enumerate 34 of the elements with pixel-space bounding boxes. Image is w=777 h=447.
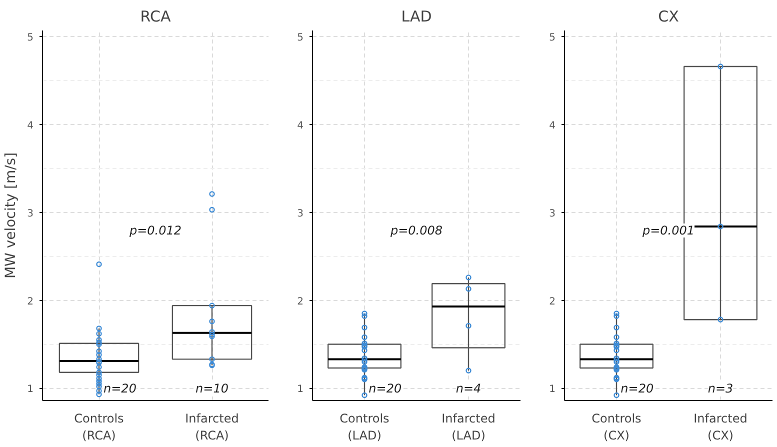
y-tick-label: 3 [549, 208, 556, 220]
annotation: n=20 [368, 382, 402, 396]
chart-title: RCA [140, 8, 172, 26]
annotation: n=20 [104, 382, 137, 396]
y-tick-label: 1 [27, 384, 34, 396]
y-tick-label: 2 [27, 296, 34, 308]
chart-title: LAD [401, 8, 432, 26]
y-tick-label: 5 [27, 32, 34, 44]
annotation: n=3 [708, 382, 734, 396]
annotation: n=4 [456, 382, 482, 396]
y-tick-label: 1 [297, 384, 304, 396]
y-tick-label: 3 [27, 208, 34, 220]
y-axis-title: MW velocity [m/s] [3, 152, 20, 279]
chart-title: CX [658, 8, 679, 26]
x-tick-label: Controls (CX) [592, 412, 642, 442]
x-tick-label: Infarcted (RCA) [185, 412, 239, 442]
x-tick-label: Infarcted (CX) [694, 412, 748, 442]
y-tick-label: 4 [27, 120, 34, 132]
y-tick-label: 2 [549, 296, 556, 308]
y-tick-label: 2 [297, 296, 304, 308]
y-tick-label: 1 [549, 384, 556, 396]
annotation: p=0.012 [128, 224, 182, 238]
x-tick-label: Controls (RCA) [74, 412, 124, 442]
y-tick-label: 4 [297, 120, 304, 132]
annotation: n=10 [196, 382, 229, 396]
y-tick-label: 4 [549, 120, 556, 132]
y-tick-label: 5 [297, 32, 304, 44]
annotation: p=0.001 [641, 224, 695, 238]
annotation: n=20 [620, 382, 654, 396]
y-tick-label: 5 [549, 32, 556, 44]
y-tick-label: 3 [297, 208, 304, 220]
x-tick-label: Infarcted (LAD) [442, 412, 496, 442]
annotation: p=0.008 [389, 224, 443, 238]
x-tick-label: Controls (LAD) [340, 412, 390, 442]
